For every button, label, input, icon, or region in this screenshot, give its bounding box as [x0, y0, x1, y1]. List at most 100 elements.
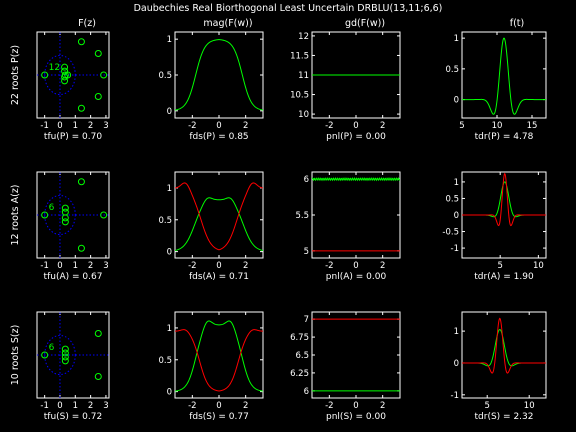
panel-S-time: 5 10 -1 0 1 tdr(S) = 2.32: [451, 311, 547, 422]
x-tick-label: 2: [380, 261, 385, 271]
x-tick-label: 2: [88, 121, 93, 131]
x-axis-label: pnl(P) = 0.00: [326, 132, 386, 142]
root-marker: [77, 38, 85, 46]
y-tick-label: 5: [304, 247, 309, 257]
plot-area: [312, 318, 400, 392]
series-line-green: [175, 320, 263, 392]
x-tick-label: 0: [216, 401, 221, 411]
x-axis-label: tfu(A) = 0.67: [44, 272, 103, 282]
x-tick-label: 0: [57, 261, 62, 271]
x-tick-label: 3: [103, 261, 108, 271]
y-tick-label: 6: [304, 387, 309, 397]
panel-A-mag: -2 0 2 0 0.5 1 fds(A) = 0.71: [158, 171, 264, 282]
x-tick-label: 10: [533, 261, 544, 271]
x-tick-label: 1: [73, 261, 78, 271]
y-tick-label: -1: [451, 391, 459, 401]
y-tick-label: 6: [304, 175, 309, 185]
root-multiplicity-label: 12: [49, 63, 60, 73]
y-tick-label: 0.5: [445, 65, 459, 75]
figure-title: Daubechies Real Biorthogonal Least Uncer…: [134, 3, 443, 14]
x-tick-label: -2: [188, 261, 196, 271]
x-tick-label: 10: [524, 401, 535, 411]
root-marker: [77, 104, 85, 112]
series-line-red: [462, 317, 546, 374]
x-axis-label: tdr(P) = 4.78: [475, 132, 534, 142]
y-tick-label: 1: [454, 34, 459, 44]
root-marker: [64, 71, 72, 79]
series-line-green: [462, 37, 546, 115]
y-tick-label: 0.5: [158, 356, 172, 366]
axes-box: [461, 31, 547, 119]
y-tick-label: 0: [454, 211, 459, 221]
root-marker: [61, 204, 69, 212]
root-marker: [94, 50, 102, 57]
root-marker: [94, 93, 102, 100]
unit-circle: [44, 194, 76, 236]
x-tick-label: 0: [216, 121, 221, 131]
x-tick-label: 0: [353, 401, 358, 411]
y-tick-label: 10: [298, 110, 309, 120]
column-title-mag: mag(F(w)): [203, 18, 252, 29]
y-tick-label: 1: [454, 178, 459, 188]
column-title-fz: F(z): [78, 18, 96, 29]
root-marker: [41, 351, 49, 359]
x-tick-label: 3: [103, 401, 108, 411]
x-tick-label: 0: [57, 401, 62, 411]
x-tick-label: -2: [188, 401, 196, 411]
unit-circle: [44, 54, 76, 96]
y-tick-label: 6.25: [290, 369, 309, 379]
plot-area: 12: [37, 32, 109, 118]
y-tick-label: 0.5: [445, 194, 459, 204]
y-tick-label: 0: [167, 248, 172, 258]
row-label-P: 22 roots P(z): [10, 45, 21, 105]
x-axis-label: tdr(A) = 1.90: [474, 272, 534, 282]
panel-P-mag: -2 0 2 0 0.5 1 fds(P) = 0.85: [158, 31, 264, 142]
plot-area: 6: [37, 172, 109, 258]
unit-circle: [44, 334, 76, 376]
x-tick-label: 0: [353, 121, 358, 131]
y-tick-label: 11: [298, 71, 309, 81]
plot-area: [175, 182, 263, 251]
plot-area: [312, 177, 400, 252]
panel-P-gd: -2 0 2 10 10.5 11 11.5 12 pnl(P) = 0.00: [290, 31, 401, 142]
x-tick-label: 5: [484, 401, 489, 411]
y-tick-label: 1: [167, 35, 172, 45]
series-line-green: [175, 197, 263, 251]
plot-area: [175, 39, 263, 111]
y-tick-label: 11.5: [290, 51, 309, 61]
axes-box: [311, 171, 401, 259]
y-tick-label: 0: [454, 96, 459, 106]
series-line-red: [462, 172, 546, 227]
plot-area: 6: [37, 312, 109, 398]
x-tick-label: -2: [325, 261, 333, 271]
root-marker: [61, 218, 69, 226]
x-tick-label: -2: [188, 121, 196, 131]
axes-box: [174, 31, 264, 119]
y-tick-label: -1: [451, 244, 459, 254]
root-marker: [77, 178, 85, 186]
x-tick-label: -1: [40, 401, 48, 411]
root-marker: [100, 211, 108, 219]
y-tick-label: -0.5: [442, 228, 459, 238]
x-tick-label: 15: [527, 121, 538, 131]
y-tick-label: 1: [454, 327, 459, 337]
x-tick-label: 0: [57, 121, 62, 131]
y-tick-label: 0: [454, 359, 459, 369]
root-marker: [77, 244, 85, 252]
x-axis-label: fds(A) = 0.71: [189, 272, 249, 282]
row-label-A: 12 roots A(z): [10, 184, 21, 245]
x-tick-label: -2: [325, 401, 333, 411]
x-axis-label: pnl(A) = 0.00: [326, 272, 387, 282]
root-marker: [41, 211, 49, 219]
axes-box: [311, 311, 401, 399]
root-marker: [61, 353, 69, 361]
y-tick-label: 1: [167, 324, 172, 334]
x-tick-label: 2: [88, 261, 93, 271]
x-axis-label: tdr(S) = 2.32: [475, 412, 534, 422]
x-tick-label: 2: [380, 121, 385, 131]
root-multiplicity-label: 6: [49, 343, 55, 353]
series-line-green: [312, 177, 400, 182]
